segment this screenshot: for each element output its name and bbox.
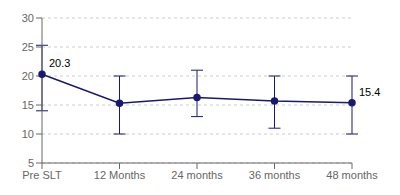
svg-text:5: 5 [28,157,34,169]
svg-text:10: 10 [22,128,34,140]
svg-text:15.4: 15.4 [359,86,380,98]
svg-text:24 months: 24 months [171,169,223,181]
svg-text:20.3: 20.3 [49,57,70,69]
svg-text:15: 15 [22,99,34,111]
svg-text:25: 25 [22,41,34,53]
svg-text:36 months: 36 months [249,169,301,181]
svg-text:Pre SLT: Pre SLT [22,169,62,181]
svg-text:12 Months: 12 Months [94,169,146,181]
svg-text:30: 30 [22,12,34,24]
svg-text:48 months: 48 months [326,169,378,181]
svg-text:20: 20 [22,70,34,82]
